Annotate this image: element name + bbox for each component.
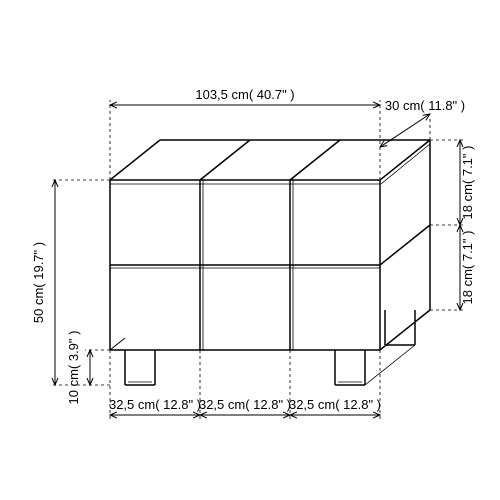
dim-total-height: 50 cm( 19.7" ) [31, 242, 46, 323]
dimension-drawing: 103,5 cm( 40.7" ) 30 cm( 11.8" ) 50 cm( 19… [0, 0, 500, 500]
dim-leg-height: 10 cm( 3.9" ) [66, 331, 81, 405]
dim-shelf-h2: 18 cm( 7.1" ) [460, 231, 475, 305]
dim-col-1: 32,5 cm( 12.8" ) [109, 397, 201, 412]
dim-total-width: 103,5 cm( 40.7" ) [195, 87, 294, 102]
dim-col-2: 32,5 cm( 12.8" ) [199, 397, 291, 412]
dim-col-3: 32,5 cm( 12.8" ) [289, 397, 381, 412]
dim-depth: 30 cm( 11.8" ) [385, 98, 465, 113]
dim-shelf-h1: 18 cm( 7.1" ) [460, 146, 475, 220]
